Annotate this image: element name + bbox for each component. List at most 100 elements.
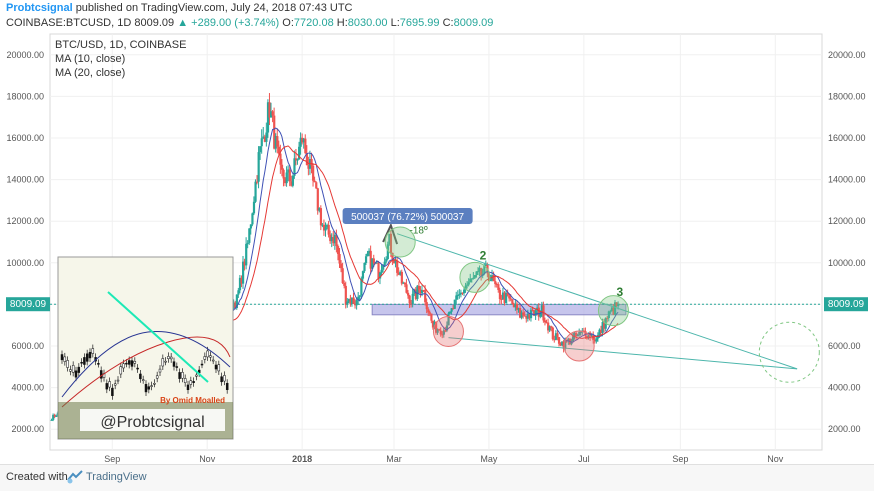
inset-candle-body	[186, 384, 190, 391]
inset-candle-body	[125, 362, 128, 365]
candle-body	[238, 277, 242, 291]
price-tag-left-bg	[6, 297, 50, 312]
candle-body	[584, 331, 587, 336]
inset-candle-body	[130, 360, 134, 367]
candle-body	[274, 136, 277, 149]
candle-body	[385, 258, 388, 262]
inset-candle-body	[211, 359, 215, 362]
candle-body	[259, 146, 262, 153]
candle-body	[322, 224, 326, 231]
candle-body	[338, 254, 341, 264]
candle-body	[341, 268, 344, 284]
candle-body	[366, 253, 369, 257]
bottom-circle-2	[563, 330, 595, 362]
candle-body	[284, 178, 287, 184]
symbol-line: COINBASE:BTCUSD, 1D	[6, 17, 132, 29]
candle-body	[550, 326, 553, 328]
candle-body	[310, 159, 313, 166]
tradingview-brand[interactable]: TradingView	[86, 471, 147, 483]
inset-candle-body	[164, 360, 167, 363]
tradingview-logo-icon[interactable]	[66, 469, 84, 485]
y-tick-label-right: 14000.00	[828, 175, 866, 185]
inset-image: By Omid Moalled @Probtcsignal	[57, 256, 234, 440]
candle-body	[545, 322, 548, 324]
y-tick-label-right: 16000.00	[828, 133, 866, 143]
y-tick-label-right: 2000.00	[828, 424, 861, 434]
candle-body	[318, 208, 321, 211]
candle-body	[346, 301, 349, 305]
candle-body	[332, 237, 335, 244]
inset-candle-body	[71, 365, 75, 373]
y-tick-label-left: 2000.00	[11, 424, 44, 434]
candle-body	[397, 272, 400, 275]
candle-body	[449, 311, 452, 314]
candle-body	[290, 181, 293, 186]
candle-body	[364, 256, 368, 263]
inset-candle-body	[74, 370, 78, 378]
candle-body	[578, 331, 581, 335]
candle-body	[556, 333, 559, 338]
candle-body	[599, 329, 603, 333]
candle-body	[582, 330, 586, 332]
candle-body	[357, 296, 360, 301]
candle-body	[431, 320, 435, 328]
moving-averages	[198, 127, 619, 348]
candle-body	[299, 137, 302, 147]
candle-body	[595, 338, 598, 342]
candle-body	[445, 325, 449, 331]
candle-body	[266, 102, 270, 133]
candle-body	[349, 298, 352, 305]
legend-ma10[interactable]: MA (10, close)	[55, 53, 125, 65]
candle-body	[375, 262, 379, 264]
candle-body	[240, 277, 243, 284]
candle-body	[613, 302, 617, 315]
inset-candle-body	[167, 356, 170, 359]
author-link[interactable]: Probtcsignal	[6, 2, 73, 14]
candle-body	[519, 307, 522, 318]
price-chart[interactable]: 500037 (76.72%) 500037 -18º 2 3 2000.00 4000…	[0, 32, 874, 464]
candle-body	[237, 290, 240, 295]
candle-body	[374, 263, 377, 265]
candle-body	[360, 278, 363, 296]
candle-body	[548, 326, 551, 331]
candle-body	[540, 305, 544, 314]
price-tags: 8009.09 8009.09	[6, 297, 868, 312]
candle-body	[487, 273, 491, 282]
publish-header: Probtcsignal published on TradingView.co…	[0, 0, 874, 33]
y-tick-label-left: 16000.00	[6, 133, 44, 143]
candle-body	[554, 333, 558, 340]
time-axis[interactable]: Sep Nov 2018 Mar May Jul Sep Nov	[104, 454, 784, 464]
candle-body	[408, 295, 411, 304]
candle-body	[424, 290, 427, 303]
candle-body	[343, 283, 346, 286]
y-tick-label-right: 20000.00	[828, 50, 866, 60]
candle-body	[601, 322, 604, 333]
candle-body	[551, 327, 554, 340]
candle-body	[587, 332, 590, 338]
legend-ma20[interactable]: MA (20, close)	[55, 67, 125, 79]
candle-body	[280, 164, 284, 170]
candle-body	[612, 307, 615, 315]
candle-body	[410, 303, 413, 305]
inset-byline: By Omid Moalled	[160, 396, 225, 405]
candle-body	[505, 292, 508, 304]
y-tick-label-left: 20000.00	[6, 50, 44, 60]
candle-body	[369, 250, 372, 269]
inset-candle-body	[108, 381, 111, 388]
candle-body	[466, 284, 469, 286]
inset-candle-body	[220, 376, 223, 383]
inset-candle-body	[217, 364, 221, 372]
candle-body	[494, 281, 497, 284]
x-tick-label: Nov	[199, 454, 216, 464]
candle-body	[570, 341, 573, 345]
open-label: O:	[282, 17, 294, 29]
candle-body	[498, 289, 502, 300]
candle-body	[427, 309, 430, 313]
candle-body	[467, 282, 470, 285]
inset-candle-body	[155, 375, 159, 379]
projection-circle	[758, 321, 820, 383]
inset-candle-body	[133, 361, 137, 364]
candle-body	[531, 309, 534, 311]
candle-body	[254, 181, 257, 202]
candle-body	[452, 308, 455, 310]
